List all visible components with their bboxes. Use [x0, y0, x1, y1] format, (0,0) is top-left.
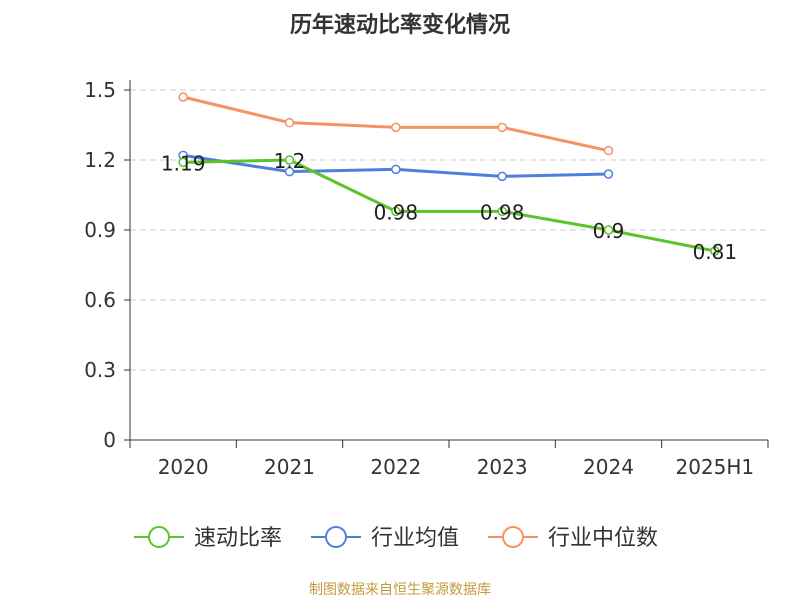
y-tick-label: 0.6 [84, 288, 116, 312]
legend-label: 速动比率 [194, 526, 282, 551]
legend-marker [325, 526, 347, 548]
x-tick-label: 2022 [370, 455, 421, 479]
x-tick-label: 2023 [477, 455, 528, 479]
source-note: 制图数据来自恒生聚源数据库 [309, 582, 491, 598]
y-tick-label: 1.2 [84, 148, 116, 172]
data-point [178, 92, 188, 102]
data-point [284, 155, 295, 165]
x-tick-label: 2021 [264, 455, 315, 479]
legend-label: 行业中位数 [548, 526, 658, 551]
legend: 速动比率 行业均值 行业中位数 [134, 526, 658, 551]
legend-marker [502, 526, 524, 548]
data-point [710, 246, 720, 256]
y-tick-label: 0.9 [84, 218, 116, 242]
data-label: 0.81 [693, 240, 738, 264]
data-label: 0.98 [480, 200, 525, 224]
data-point [391, 164, 401, 175]
y-tick-label: 0 [103, 428, 116, 452]
y-tick-label: 1.5 [84, 78, 116, 102]
data-point [284, 117, 295, 128]
data-labels: 1.19 1.2 0.98 0.98 0.9 0.81 [161, 149, 737, 264]
data-point [284, 166, 295, 177]
data-point [603, 169, 614, 179]
x-tick-label: 2020 [158, 455, 209, 479]
data-point [391, 122, 401, 133]
x-tick-label: 2025H1 [675, 455, 754, 479]
y-tick-label: 0.3 [84, 358, 116, 382]
data-label: 1.2 [274, 149, 306, 173]
axes: 0 0.3 0.6 0.9 1.2 1.5 2020 2021 2022 2023 2024 2025… [84, 78, 769, 479]
x-tick-label: 2024 [583, 455, 634, 479]
series-lines [178, 92, 720, 256]
data-label: 0.98 [374, 200, 419, 224]
data-point [497, 206, 507, 217]
legend-marker [148, 526, 170, 548]
data-point [497, 171, 507, 182]
grid-lines [130, 89, 768, 371]
series-line-0 [183, 158, 716, 253]
data-label: 1.19 [161, 151, 206, 175]
data-point [497, 122, 507, 133]
data-label: 0.9 [593, 219, 625, 243]
chart-title: 历年速动比率变化情况 [290, 12, 510, 38]
data-point [603, 225, 614, 235]
legend-label: 行业均值 [371, 526, 459, 551]
data-point [178, 157, 188, 168]
data-point [603, 145, 614, 156]
data-point [391, 206, 401, 217]
